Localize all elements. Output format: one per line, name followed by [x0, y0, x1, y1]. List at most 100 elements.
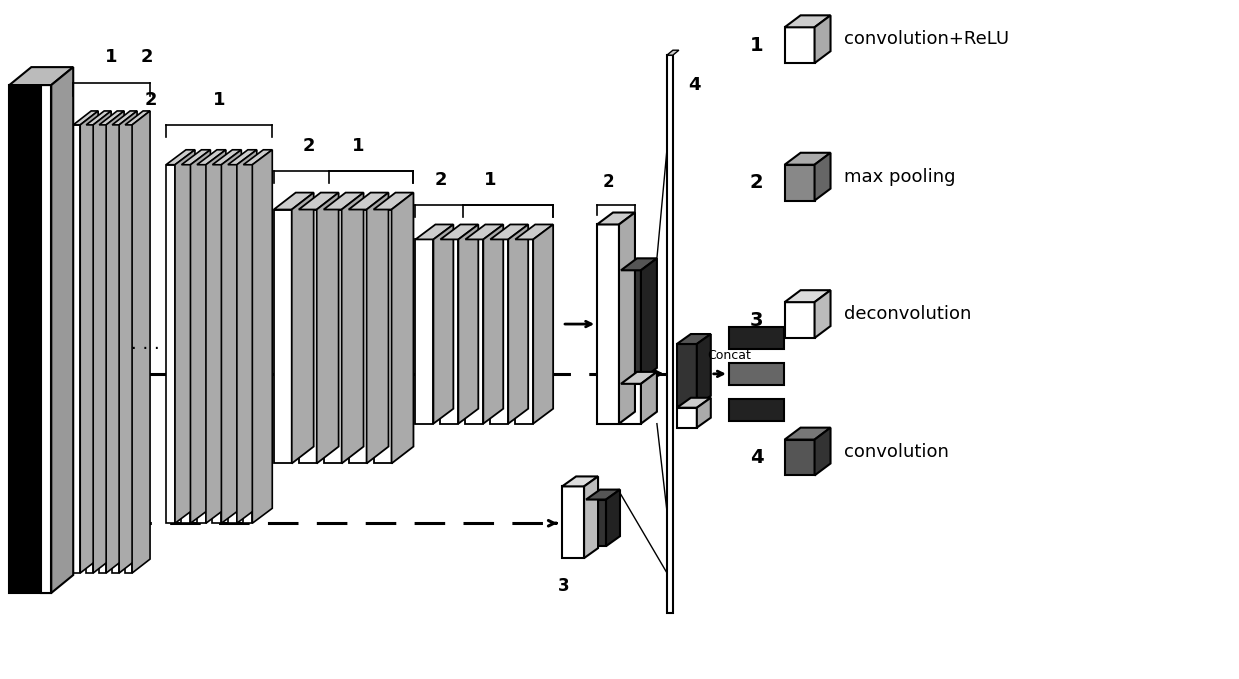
Polygon shape	[620, 213, 634, 424]
Polygon shape	[87, 111, 112, 125]
Polygon shape	[243, 150, 273, 165]
Polygon shape	[621, 258, 657, 270]
Polygon shape	[621, 384, 641, 424]
Polygon shape	[93, 111, 112, 573]
Text: 1: 1	[352, 136, 364, 155]
Polygon shape	[228, 150, 256, 165]
Polygon shape	[563, 486, 584, 558]
Polygon shape	[784, 302, 814, 338]
Polygon shape	[133, 111, 150, 573]
Polygon shape	[466, 240, 483, 424]
Polygon shape	[597, 213, 634, 225]
Polygon shape	[784, 16, 830, 27]
Polygon shape	[784, 153, 830, 165]
Polygon shape	[197, 165, 206, 524]
Polygon shape	[597, 225, 620, 424]
Polygon shape	[440, 225, 478, 240]
Polygon shape	[237, 150, 256, 524]
Polygon shape	[81, 111, 98, 573]
Text: · · ·: · · ·	[130, 340, 160, 358]
Polygon shape	[125, 125, 133, 573]
Polygon shape	[696, 398, 711, 428]
Polygon shape	[113, 125, 119, 573]
Polygon shape	[191, 150, 211, 524]
Polygon shape	[166, 165, 175, 524]
Polygon shape	[458, 225, 478, 424]
Polygon shape	[606, 490, 620, 546]
Polygon shape	[586, 500, 606, 546]
Text: deconvolution: deconvolution	[845, 305, 971, 323]
Polygon shape	[491, 240, 508, 424]
Polygon shape	[73, 111, 98, 125]
Text: 4: 4	[689, 76, 701, 94]
Polygon shape	[392, 193, 414, 464]
Polygon shape	[175, 150, 195, 524]
Polygon shape	[641, 372, 657, 424]
Polygon shape	[107, 111, 124, 573]
Polygon shape	[563, 477, 598, 486]
Polygon shape	[274, 193, 313, 210]
Text: Concat: Concat	[706, 349, 751, 362]
Text: 3: 3	[750, 310, 763, 329]
Text: convolution+ReLU: convolution+ReLU	[845, 31, 1010, 48]
Polygon shape	[434, 225, 453, 424]
Polygon shape	[206, 150, 225, 524]
Polygon shape	[584, 477, 598, 558]
Polygon shape	[323, 210, 342, 464]
Text: convolution: convolution	[845, 443, 949, 460]
Polygon shape	[51, 67, 73, 593]
Polygon shape	[667, 50, 679, 55]
Polygon shape	[415, 240, 434, 424]
Polygon shape	[253, 150, 273, 524]
Polygon shape	[348, 193, 389, 210]
Text: 1: 1	[105, 48, 118, 66]
Text: 1: 1	[213, 91, 225, 109]
Polygon shape	[222, 150, 242, 524]
Polygon shape	[113, 111, 138, 125]
Text: 2: 2	[750, 173, 763, 192]
Polygon shape	[676, 334, 711, 344]
Polygon shape	[87, 125, 93, 573]
Text: 2: 2	[302, 136, 315, 155]
Text: 2: 2	[434, 170, 446, 189]
Polygon shape	[508, 225, 528, 424]
Text: 1: 1	[750, 36, 763, 55]
Polygon shape	[299, 193, 338, 210]
Text: 1: 1	[484, 170, 497, 189]
Polygon shape	[181, 165, 191, 524]
Polygon shape	[373, 193, 414, 210]
Polygon shape	[10, 85, 51, 593]
Polygon shape	[466, 225, 503, 240]
Polygon shape	[667, 55, 673, 613]
Polygon shape	[729, 363, 783, 385]
Polygon shape	[119, 111, 138, 573]
Polygon shape	[212, 150, 242, 165]
Polygon shape	[99, 125, 107, 573]
Polygon shape	[415, 225, 453, 240]
Polygon shape	[317, 193, 338, 464]
Polygon shape	[676, 344, 696, 406]
Text: 2: 2	[602, 172, 613, 191]
Polygon shape	[228, 165, 237, 524]
Text: 2: 2	[141, 48, 154, 66]
Polygon shape	[676, 407, 696, 428]
Text: 3: 3	[559, 577, 570, 595]
Polygon shape	[515, 225, 553, 240]
Text: 2: 2	[145, 91, 157, 109]
Polygon shape	[323, 193, 363, 210]
Polygon shape	[784, 439, 814, 475]
Polygon shape	[784, 290, 830, 302]
Polygon shape	[348, 210, 367, 464]
Polygon shape	[729, 399, 783, 421]
Polygon shape	[440, 240, 458, 424]
Polygon shape	[586, 490, 620, 500]
Polygon shape	[814, 290, 830, 338]
Polygon shape	[676, 398, 711, 407]
Polygon shape	[166, 150, 195, 165]
Polygon shape	[621, 270, 641, 380]
Polygon shape	[729, 327, 783, 349]
Text: max pooling: max pooling	[845, 168, 957, 185]
Polygon shape	[373, 210, 392, 464]
Polygon shape	[515, 240, 533, 424]
Polygon shape	[342, 193, 363, 464]
